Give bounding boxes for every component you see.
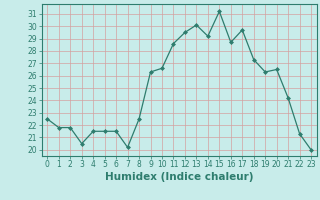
X-axis label: Humidex (Indice chaleur): Humidex (Indice chaleur) [105,172,253,182]
